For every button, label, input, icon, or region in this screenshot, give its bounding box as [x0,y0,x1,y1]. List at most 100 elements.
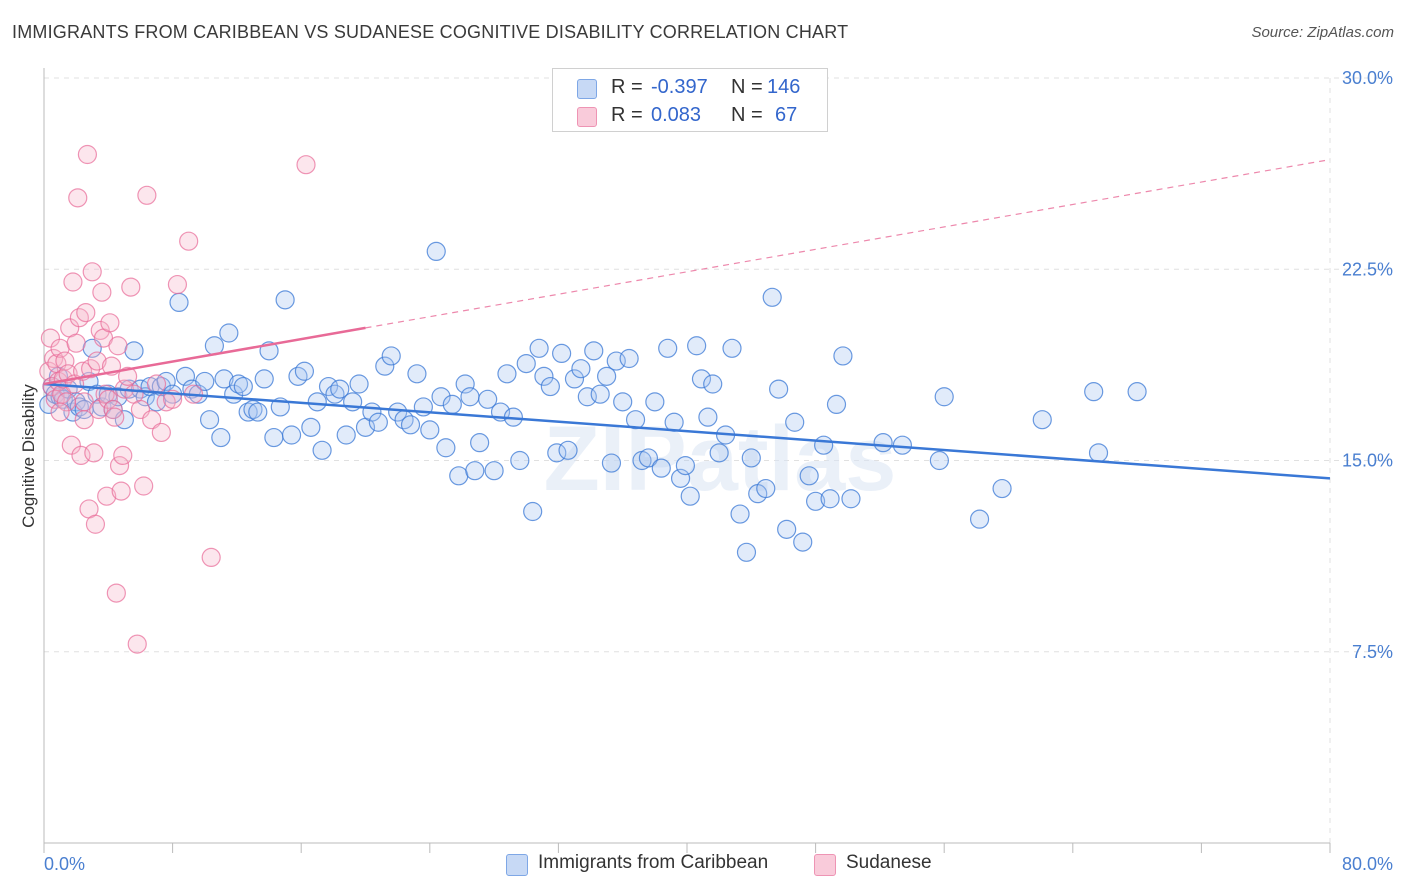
data-point-caribbean [460,387,480,407]
data-point-caribbean [826,394,847,414]
data-point-sudanese [61,435,81,455]
data-point-sudanese [66,333,86,353]
data-point-caribbean [254,369,274,389]
data-point-caribbean [211,427,231,448]
data-point-sudanese [81,359,101,379]
data-point-caribbean [769,379,789,399]
data-point-caribbean [645,392,665,412]
data-point-sudanese [82,262,102,282]
legend-r-label: R = [611,104,643,126]
data-point-caribbean [929,450,949,471]
data-point-caribbean [484,461,504,481]
data-point-sudanese [103,399,123,420]
data-point-caribbean [375,356,395,376]
data-point-caribbean [571,359,591,379]
data-point-sudanese [117,366,138,386]
data-point-caribbean [195,371,215,392]
chart-source: Source: ZipAtlas.com [1251,24,1394,41]
correlation-legend: R = -0.397 N = 146 R = 0.083 N = 67 [552,68,828,132]
data-point-caribbean [799,466,819,486]
data-point-sudanese [167,274,188,295]
data-point-caribbean [722,338,742,358]
data-point-caribbean [730,504,750,524]
legend-n-label: N = [731,104,763,126]
data-point-sudanese [134,476,154,496]
data-point-caribbean [420,420,440,440]
data-point-sudanese [146,374,167,394]
data-point-sudanese [151,422,171,443]
chart-title: IMMIGRANTS FROM CARIBBEAN VS SUDANESE CO… [12,22,849,42]
legend-n-value: 67 [775,104,798,126]
data-point-caribbean [833,346,853,366]
x-tick-label: 0.0% [44,854,85,874]
data-point-caribbean [497,364,517,384]
data-point-caribbean [736,542,757,562]
data-point-caribbean [264,427,284,448]
y-tick-label: 30.0% [1342,68,1393,88]
data-point-sudanese [77,144,98,165]
data-point-caribbean [248,402,268,422]
data-point-caribbean [1088,443,1109,463]
data-point-caribbean [814,435,834,455]
data-point-caribbean [124,341,144,361]
y-tick-label: 22.5% [1342,259,1393,279]
data-point-caribbean [619,348,639,369]
series-caribbean-points [39,241,1147,562]
data-point-caribbean [1032,410,1052,430]
data-point-caribbean [590,384,610,404]
data-point-caribbean [638,448,659,468]
y-tick-label: 7.5% [1352,642,1393,662]
data-point-caribbean [805,491,826,511]
data-point-sudanese [179,231,199,251]
data-point-caribbean [675,456,695,476]
data-point-caribbean [307,392,327,412]
data-point-caribbean [349,374,369,394]
data-point-caribbean [680,486,700,506]
data-point-sudanese [201,547,221,568]
data-point-caribbean [534,366,554,386]
data-point-sudanese [76,303,96,323]
bottom-legend-label-sudanese: Sudanese [846,852,932,873]
data-point-caribbean [564,369,585,389]
data-point-caribbean [777,519,797,539]
legend-n-value: 146 [767,76,801,98]
trend-line-caribbean [43,382,1331,480]
data-point-sudanese [100,313,120,333]
data-point-caribbean [934,387,954,407]
data-point-caribbean [233,376,253,397]
data-point-caribbean [478,389,498,409]
data-point-caribbean [288,366,308,386]
y-tick-label: 15.0% [1342,451,1393,471]
data-point-caribbean [436,438,456,458]
data-point-sudanese [50,402,70,422]
legend-r-label: R = [611,76,643,98]
data-point-sudanese [85,514,106,534]
data-point-caribbean [698,407,718,427]
data-point-caribbean [820,489,840,509]
y-axis-label: Cognitive Disability [19,384,38,528]
data-point-caribbean [301,417,321,437]
data-point-caribbean [670,468,691,488]
data-point-sudanese [296,155,316,175]
bottom-legend-swatch-sudanese [814,854,836,876]
data-point-caribbean [275,290,295,310]
data-point-caribbean [625,410,646,430]
legend-swatch-caribbean [577,79,597,99]
data-point-caribbean [199,410,220,430]
grid-lines [44,77,1390,843]
data-point-caribbean [214,369,234,389]
data-point-caribbean [431,387,451,407]
data-point-sudanese [113,445,133,465]
data-point-sudanese [111,481,131,501]
data-point-caribbean [523,501,543,522]
data-point-caribbean [455,374,475,394]
data-point-sudanese [97,486,117,506]
data-point-caribbean [426,241,446,261]
data-point-caribbean [529,338,549,358]
data-point-caribbean [601,453,622,473]
trend-lines [43,159,1331,480]
data-point-caribbean [597,366,617,386]
data-point-sudanese [105,407,125,427]
data-point-caribbean [584,341,604,361]
data-point-sudanese [40,328,61,348]
